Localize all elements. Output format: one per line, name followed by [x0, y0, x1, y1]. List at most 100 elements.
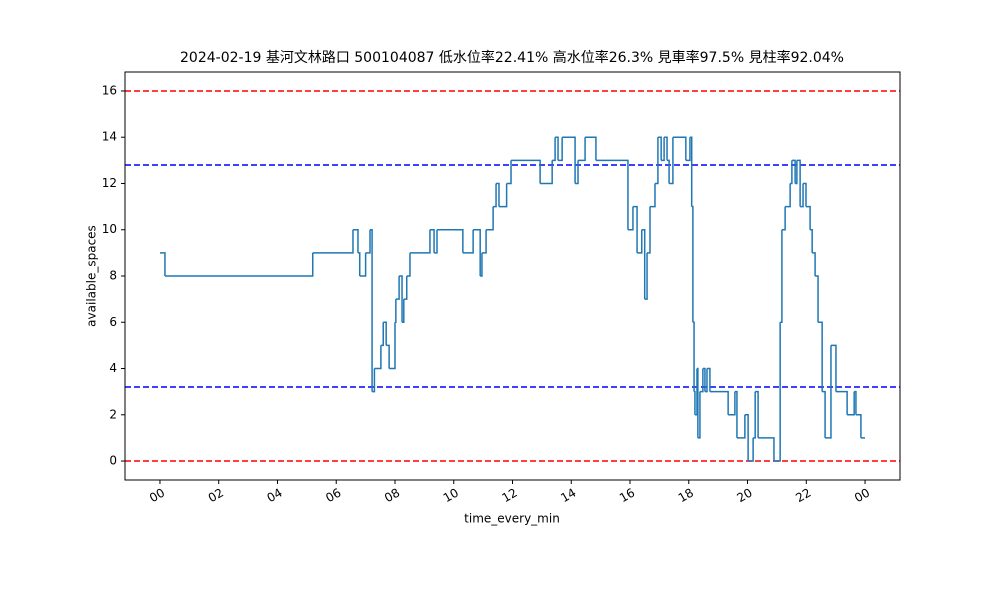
- line-step: [365, 229, 371, 254]
- line-step: [696, 367, 699, 438]
- line-step: [496, 182, 500, 207]
- line-step: [359, 252, 367, 277]
- line-step: [847, 391, 855, 416]
- line-step: [805, 205, 811, 230]
- line-step: [800, 183, 804, 208]
- y-tick-label: 0: [109, 454, 117, 468]
- line-step: [394, 299, 397, 324]
- x-tick-label: 06: [323, 486, 343, 506]
- line-step: [685, 137, 691, 162]
- line-step: [803, 182, 807, 207]
- line-step: [691, 205, 694, 323]
- line-step: [647, 206, 651, 254]
- line-step: [486, 206, 494, 231]
- line-step: [641, 228, 646, 300]
- line-step: [657, 136, 662, 161]
- line-step: [780, 229, 783, 324]
- line-step: [352, 228, 359, 253]
- line-step: [552, 137, 556, 162]
- line-step: [480, 252, 483, 277]
- line-step: [403, 276, 408, 300]
- line-step: [667, 159, 670, 184]
- y-tick-label: 10: [102, 222, 117, 236]
- y-tick-label: 14: [102, 130, 117, 144]
- line-step: [374, 345, 382, 370]
- line-step: [386, 344, 390, 369]
- line-step: [562, 136, 576, 184]
- x-tick-label: 18: [676, 486, 696, 506]
- x-tick-label: 04: [264, 486, 284, 506]
- line-step: [380, 322, 384, 347]
- x-tick-label: 12: [500, 486, 520, 506]
- line-step: [785, 183, 791, 208]
- line-step: [402, 299, 405, 324]
- line-step: [854, 390, 857, 415]
- line-step: [555, 136, 559, 161]
- line-step: [702, 367, 706, 392]
- line-step: [822, 390, 826, 438]
- x-tick-label: 16: [617, 486, 637, 506]
- line-step: [815, 275, 819, 323]
- line-step: [511, 159, 541, 184]
- plot-frame: [124, 71, 901, 481]
- line-step: [790, 160, 793, 185]
- x-tick-label: 10: [441, 486, 461, 506]
- line-step: [462, 229, 474, 254]
- line-step: [493, 183, 497, 208]
- line-step: [406, 252, 411, 277]
- line-step: [709, 390, 729, 415]
- line-step: [661, 137, 665, 162]
- x-tick-label: 22: [793, 486, 813, 506]
- line-step: [357, 252, 361, 276]
- line-step: [159, 252, 166, 276]
- x-tick-label: 00: [147, 486, 167, 506]
- line-step: [473, 228, 481, 276]
- line-step: [312, 229, 354, 254]
- line-step: [654, 137, 659, 185]
- line-step: [664, 136, 668, 161]
- line-step: [744, 414, 749, 462]
- line-step: [704, 368, 708, 393]
- line-step: [694, 390, 696, 415]
- line-step: [632, 205, 638, 253]
- line-step: [773, 322, 781, 462]
- line-step: [669, 137, 674, 185]
- line-step: [164, 252, 314, 277]
- line-step: [795, 160, 798, 185]
- line-step: [578, 137, 586, 162]
- x-axis-label: time_every_min: [464, 512, 560, 526]
- line-step: [498, 183, 508, 208]
- y-tick-label: 2: [109, 407, 117, 421]
- line-step: [399, 275, 403, 323]
- line-step: [825, 345, 832, 439]
- line-step: [699, 368, 704, 393]
- line-step: [506, 160, 512, 185]
- line-step: [429, 228, 435, 253]
- line-step: [818, 321, 823, 392]
- x-tick-label: 08: [382, 486, 402, 506]
- line-step: [481, 229, 487, 254]
- line-step: [672, 136, 687, 161]
- line-step: [434, 229, 438, 254]
- line-step: [697, 391, 701, 439]
- line-step: [855, 414, 862, 438]
- line-step: [644, 252, 648, 300]
- line-step: [835, 390, 848, 415]
- x-tick-label: 14: [558, 486, 578, 506]
- line-step: [758, 437, 775, 462]
- line-step: [383, 321, 387, 346]
- line-step: [585, 136, 597, 161]
- line-step: [830, 344, 837, 392]
- line-step: [627, 206, 634, 231]
- y-tick-label: 4: [109, 361, 117, 375]
- line-step: [372, 368, 376, 393]
- line-step: [540, 160, 553, 185]
- line-step: [409, 229, 431, 254]
- line-step: [649, 183, 656, 208]
- x-tick-label: 20: [735, 486, 755, 506]
- line-step: [395, 276, 400, 300]
- line-step: [637, 229, 643, 254]
- y-tick-label: 8: [109, 269, 117, 283]
- line-step: [728, 391, 736, 416]
- line-step: [389, 322, 396, 370]
